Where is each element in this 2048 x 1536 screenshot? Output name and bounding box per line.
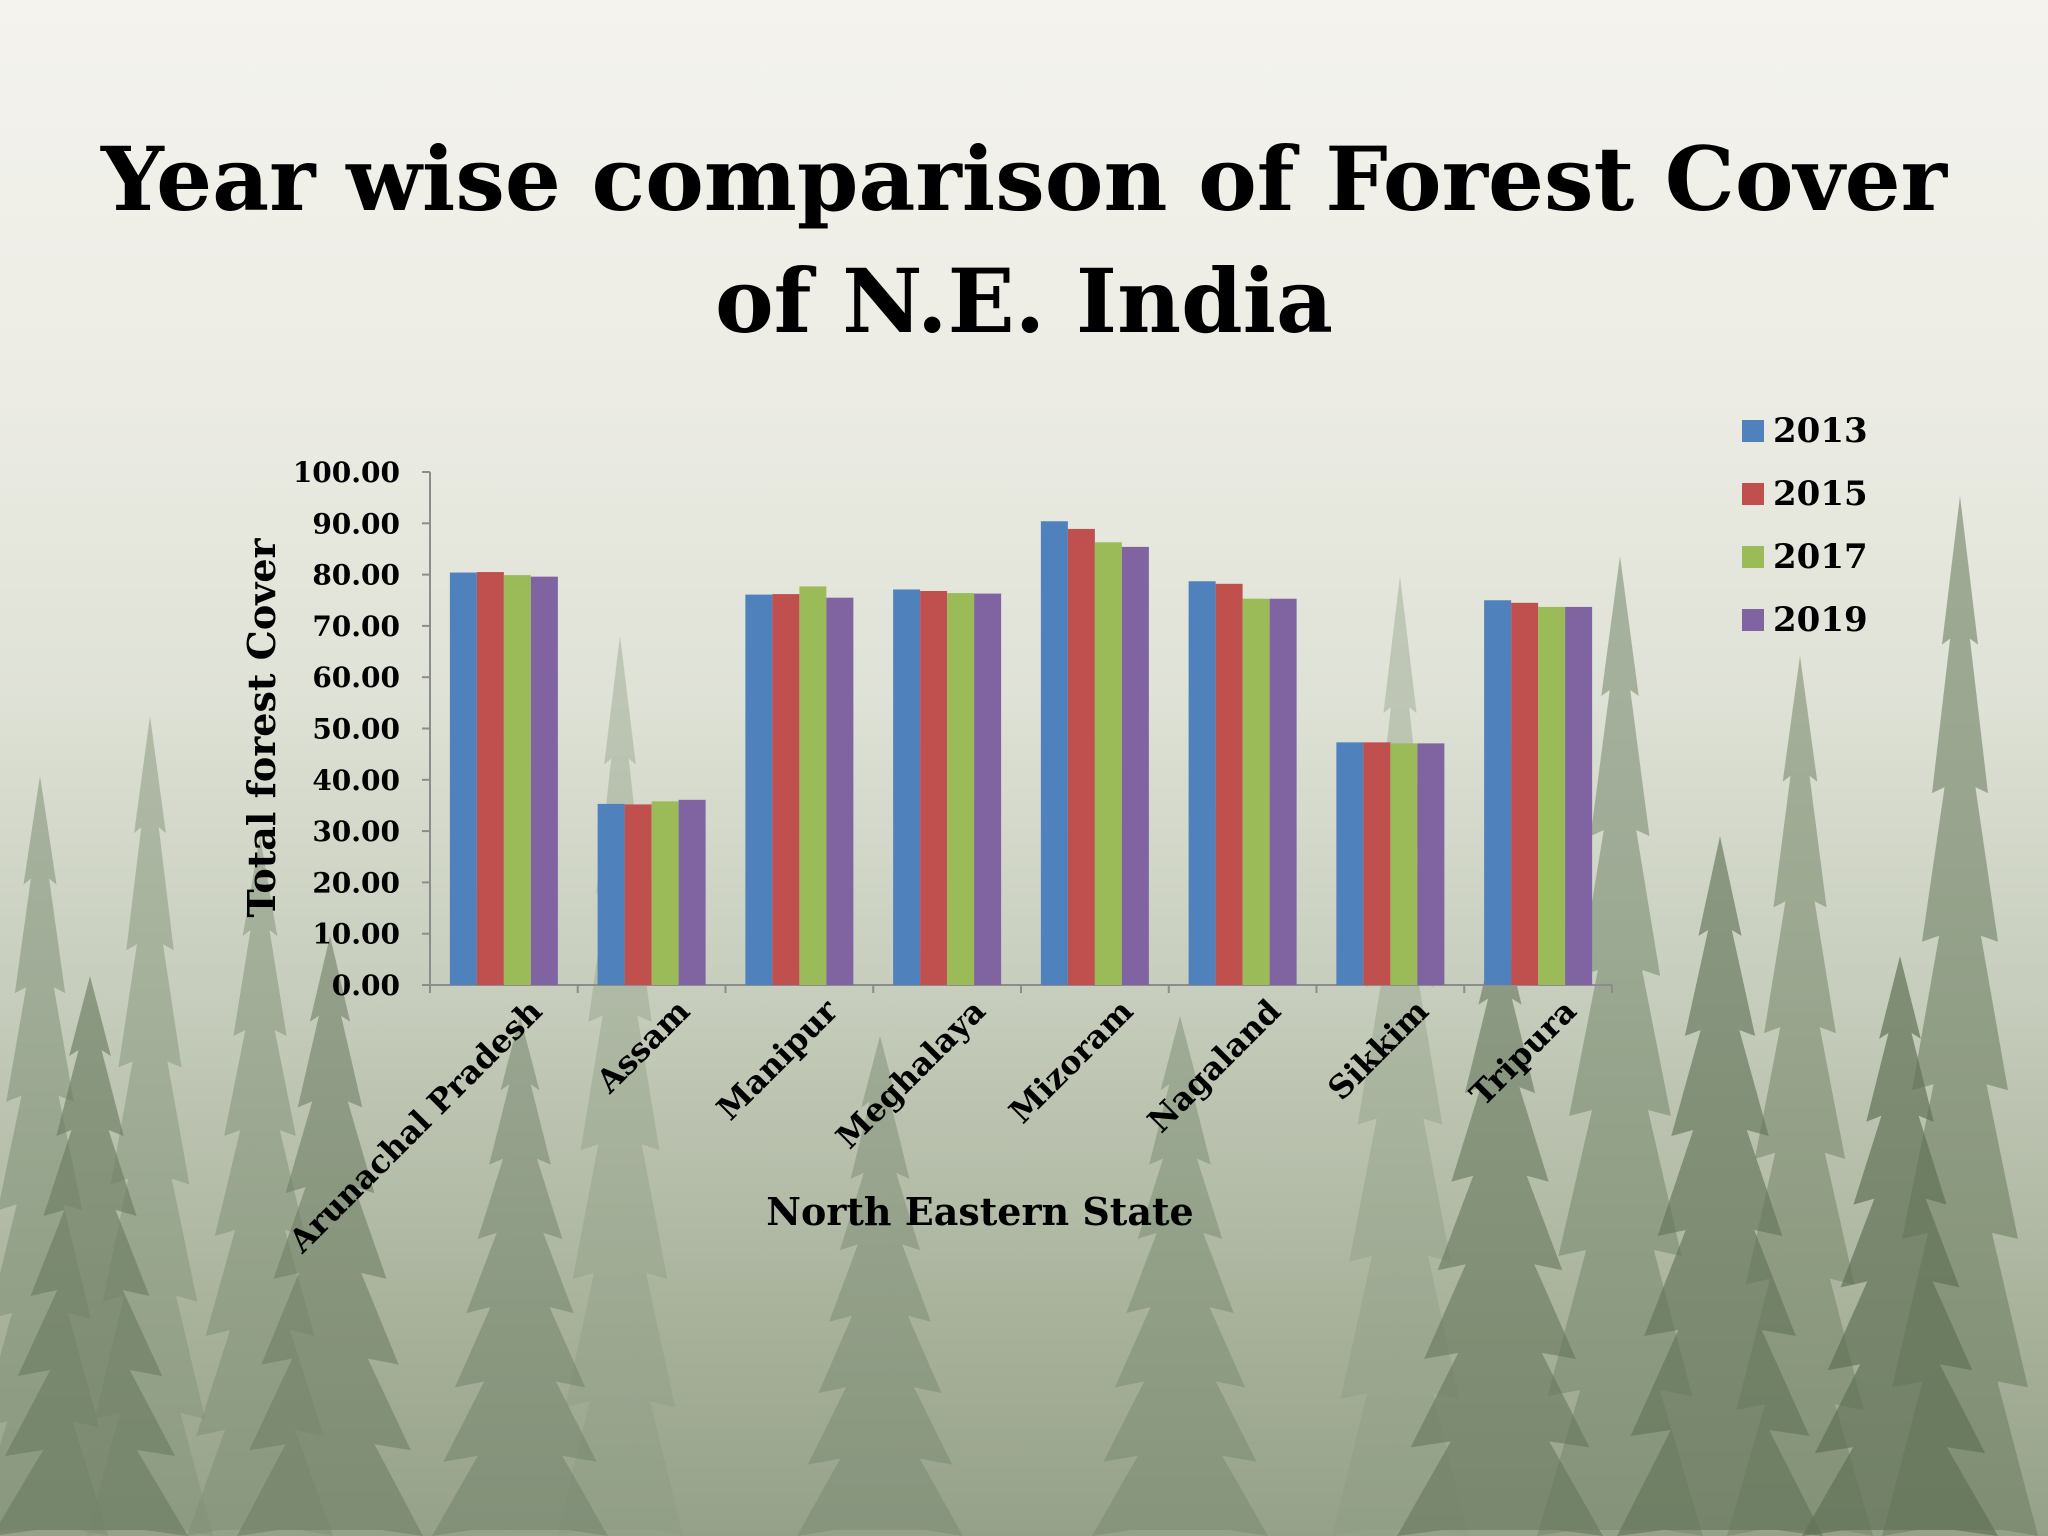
bar-2015 xyxy=(772,594,800,985)
bar-2017 xyxy=(1390,743,1418,985)
y-tick-label: 20.00 xyxy=(312,866,400,899)
bar-2017 xyxy=(503,575,531,985)
bars xyxy=(449,521,1593,985)
bar-2013 xyxy=(1188,581,1216,985)
y-tick-label: 30.00 xyxy=(312,815,400,848)
title-line-2: of N.E. India xyxy=(714,249,1334,353)
bar-2013 xyxy=(597,803,625,985)
bar-2015 xyxy=(920,591,948,985)
bar-2019 xyxy=(974,593,1002,985)
bar-2015 xyxy=(1363,742,1391,985)
bar-2017 xyxy=(1094,542,1122,985)
x-tick-label: Tripura xyxy=(1462,992,1583,1113)
y-tick-label: 40.00 xyxy=(312,764,400,797)
bar-2019 xyxy=(826,597,854,985)
bar-2019 xyxy=(678,799,706,985)
bar-2013 xyxy=(1040,521,1068,985)
title-line-1: Year wise comparison of Forest Cover xyxy=(100,127,1948,231)
x-axis-label: North Eastern State xyxy=(766,1189,1193,1234)
legend-swatch xyxy=(1742,546,1764,568)
y-tick-label: 80.00 xyxy=(312,559,400,592)
bar-2015 xyxy=(476,572,504,985)
bar-2013 xyxy=(1336,742,1364,985)
x-tick-label: Manipur xyxy=(709,991,846,1128)
bar-2013 xyxy=(745,594,773,985)
legend-label: 2017 xyxy=(1773,537,1868,577)
bar-2015 xyxy=(1215,583,1243,985)
bar-2019 xyxy=(1269,598,1297,985)
y-tick-label: 0.00 xyxy=(332,969,400,1002)
x-tick-label: Sikkim xyxy=(1320,992,1436,1108)
bar-2013 xyxy=(893,589,921,985)
legend-label: 2015 xyxy=(1773,474,1868,514)
bar-2015 xyxy=(624,804,652,985)
bar-2019 xyxy=(1565,606,1593,985)
bar-2019 xyxy=(1417,743,1445,985)
bar-2017 xyxy=(1242,598,1270,985)
y-tick-label: 100.00 xyxy=(293,456,400,489)
legend-label: 2013 xyxy=(1773,411,1868,451)
legend-swatch xyxy=(1742,483,1764,505)
legend-label: 2019 xyxy=(1773,600,1868,640)
bar-2013 xyxy=(1484,600,1512,985)
legend-swatch xyxy=(1742,420,1764,442)
bar-2017 xyxy=(651,801,679,985)
legend-swatch xyxy=(1742,609,1764,631)
x-tick-label: Assam xyxy=(588,992,697,1101)
y-axis-label: Total forest Cover xyxy=(239,538,284,918)
y-tick-label: 50.00 xyxy=(312,713,400,746)
x-tick-label: Arunachal Pradesh xyxy=(281,992,550,1261)
bar-2013 xyxy=(449,572,477,985)
y-tick-label: 10.00 xyxy=(312,918,400,951)
legend: 2013 2015 2017 2019 xyxy=(1742,411,1868,640)
y-tick-label: 70.00 xyxy=(312,610,400,643)
slide-title: Year wise comparison of Forest Cover of … xyxy=(0,118,2048,362)
bar-2019 xyxy=(1121,546,1149,985)
y-tick-label: 60.00 xyxy=(312,661,400,694)
bar-2017 xyxy=(799,586,827,985)
x-tick-label: Mizoram xyxy=(1002,992,1141,1131)
y-tick-label: 90.00 xyxy=(312,507,400,540)
y-axis: 0.00 10.00 20.00 30.00 40.00 50.00 60.00 70.00 8… xyxy=(293,456,431,1002)
bar-2017 xyxy=(1538,606,1566,985)
x-tick-label: Nagaland xyxy=(1140,992,1288,1140)
bar-2017 xyxy=(947,593,975,985)
bar-2015 xyxy=(1067,528,1095,985)
bar-2015 xyxy=(1511,602,1539,985)
bar-2019 xyxy=(530,576,558,985)
x-tick-label: Meghalaya xyxy=(828,992,992,1156)
